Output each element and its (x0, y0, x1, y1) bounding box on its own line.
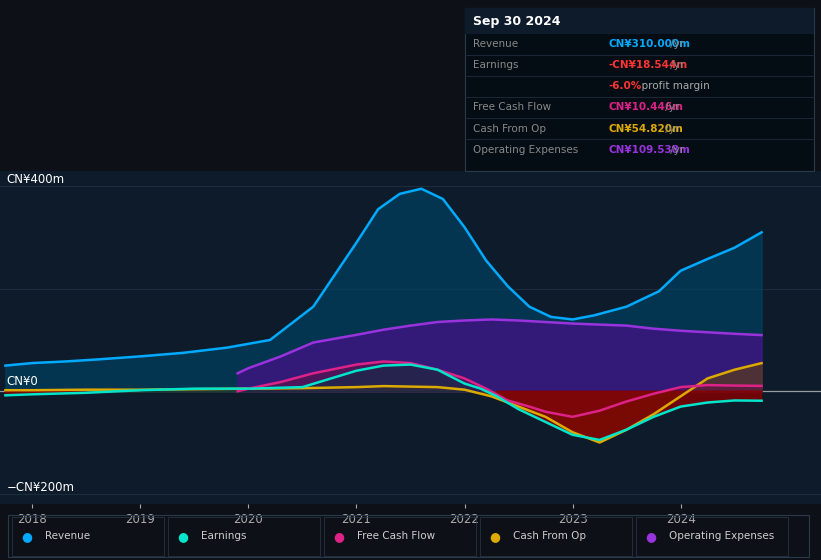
Text: Revenue: Revenue (45, 531, 90, 542)
Text: Revenue: Revenue (473, 39, 518, 49)
Text: CN¥310.000m: CN¥310.000m (608, 39, 690, 49)
Text: CN¥54.820m: CN¥54.820m (608, 124, 683, 134)
Text: CN¥0: CN¥0 (7, 375, 39, 388)
Text: CN¥10.446m: CN¥10.446m (608, 102, 683, 113)
Text: Earnings: Earnings (473, 60, 518, 70)
Text: /yr: /yr (662, 124, 679, 134)
Text: Operating Expenses: Operating Expenses (473, 144, 578, 155)
Text: ●: ● (21, 530, 33, 543)
Text: Earnings: Earnings (201, 531, 246, 542)
Text: Cash From Op: Cash From Op (513, 531, 586, 542)
Text: /yr: /yr (667, 144, 685, 155)
Text: ●: ● (333, 530, 345, 543)
Text: Operating Expenses: Operating Expenses (669, 531, 774, 542)
Text: Sep 30 2024: Sep 30 2024 (473, 15, 561, 28)
Text: profit margin: profit margin (635, 81, 710, 91)
Text: CN¥400m: CN¥400m (7, 173, 65, 186)
Text: CN¥109.538m: CN¥109.538m (608, 144, 690, 155)
Text: ●: ● (177, 530, 189, 543)
Text: −CN¥200m: −CN¥200m (7, 480, 75, 494)
Text: Free Cash Flow: Free Cash Flow (357, 531, 435, 542)
Text: ●: ● (489, 530, 501, 543)
Text: Free Cash Flow: Free Cash Flow (473, 102, 551, 113)
Text: /yr: /yr (667, 60, 685, 70)
Text: ●: ● (645, 530, 657, 543)
Text: /yr: /yr (667, 39, 685, 49)
Text: /yr: /yr (662, 102, 679, 113)
Text: -6.0%: -6.0% (608, 81, 641, 91)
Text: -CN¥18.544m: -CN¥18.544m (608, 60, 688, 70)
Text: Cash From Op: Cash From Op (473, 124, 546, 134)
